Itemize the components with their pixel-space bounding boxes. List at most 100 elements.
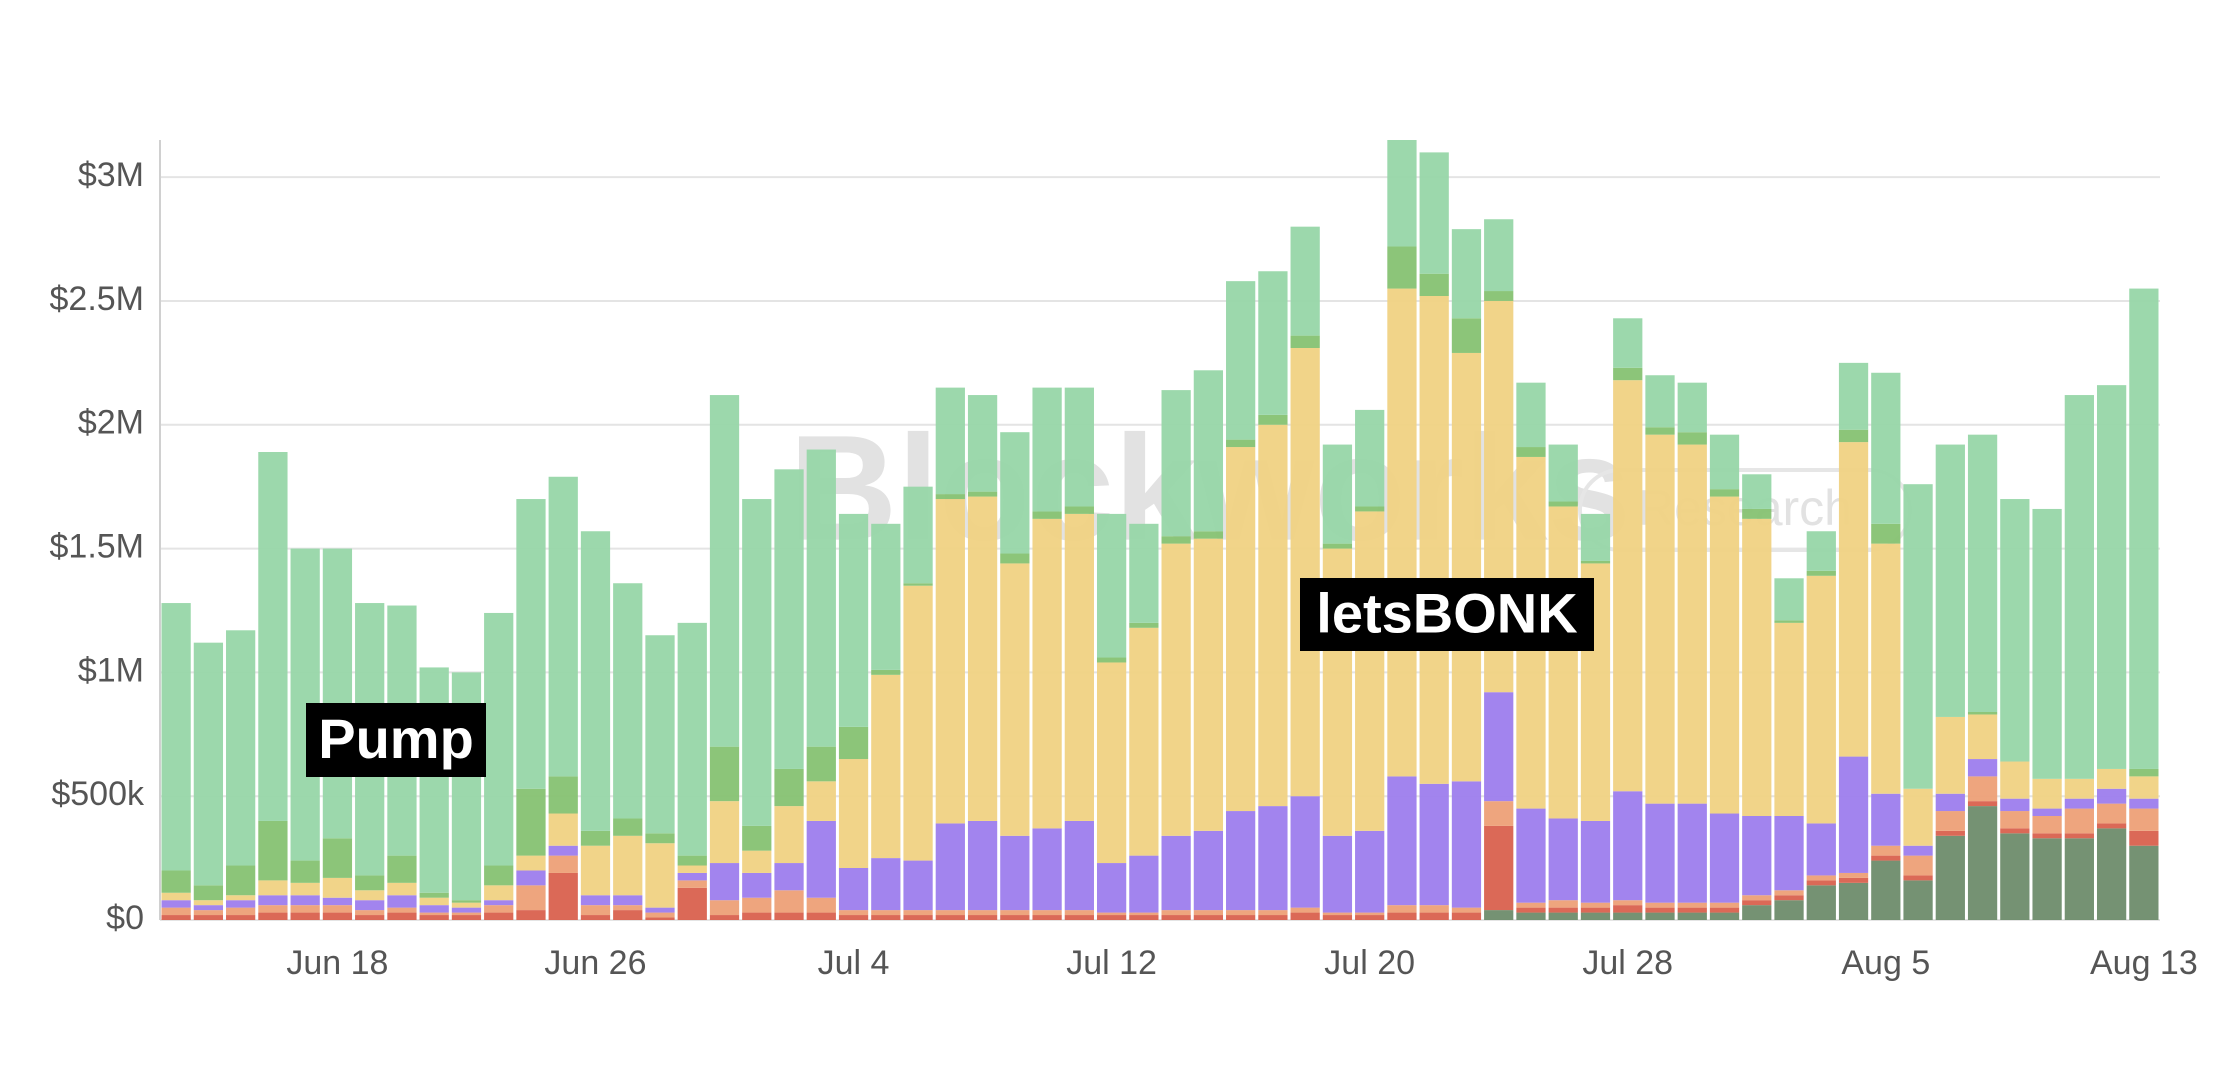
bar-segment xyxy=(1548,818,1578,901)
bar-segment xyxy=(742,912,772,920)
bar-segment xyxy=(1806,875,1836,881)
bar-segment xyxy=(1129,855,1159,913)
bar-segment xyxy=(1032,915,1062,920)
bar-segment xyxy=(2129,288,2159,769)
bar-segment xyxy=(1935,811,1965,831)
bar-segment xyxy=(1871,523,1901,544)
bar-segment xyxy=(387,912,417,920)
bar-segment xyxy=(1226,447,1256,812)
bar-segment xyxy=(935,387,965,495)
bar-segment xyxy=(1161,910,1191,916)
bar-segment xyxy=(258,880,288,896)
bar-segment xyxy=(1032,518,1062,829)
bar-segment xyxy=(1355,409,1385,507)
bar-segment xyxy=(871,674,901,859)
bar-segment xyxy=(1322,835,1353,913)
bar-segment xyxy=(1451,781,1482,908)
bar-segment xyxy=(1484,219,1514,292)
bar-segment xyxy=(742,850,772,873)
bar-segment xyxy=(419,892,449,898)
bar-segment xyxy=(1322,915,1353,920)
bar-segment xyxy=(806,449,836,747)
bar-segment xyxy=(806,746,836,782)
bar-segment xyxy=(1967,434,1998,712)
bar-segment xyxy=(1096,662,1127,864)
annotation-box xyxy=(1300,578,1594,651)
bar-segment xyxy=(419,915,449,920)
bar-segment xyxy=(838,726,869,760)
bar-segment xyxy=(1903,484,1933,789)
bar-segment xyxy=(322,838,353,878)
bar-segment xyxy=(742,825,772,851)
bar-segment xyxy=(1226,915,1256,920)
bar-segment xyxy=(516,885,546,911)
bar-segment xyxy=(1032,828,1062,911)
bar-segment xyxy=(2129,808,2159,831)
bar-segment xyxy=(774,890,804,913)
bar-segment xyxy=(516,788,546,856)
bar-segment xyxy=(1742,900,1772,906)
bar-segment xyxy=(967,496,998,821)
bar-segment xyxy=(1387,776,1417,906)
bar-segment xyxy=(1290,912,1320,920)
bar-segment xyxy=(1935,444,1965,717)
bar-segment xyxy=(258,895,288,906)
bar-segment xyxy=(451,900,482,903)
bar-segment xyxy=(387,882,417,896)
bar-segment xyxy=(1419,905,1449,913)
bar-segment xyxy=(290,895,320,906)
bar-segment xyxy=(1387,905,1417,913)
bar-segment xyxy=(580,531,611,831)
bar-segment xyxy=(2000,761,2030,799)
bar-segment xyxy=(1290,226,1320,336)
bar-segment xyxy=(1677,444,1707,804)
bar-segment xyxy=(709,900,740,916)
bar-segment xyxy=(2129,798,2159,809)
y-tick-label: $1M xyxy=(78,651,144,689)
bar-segment xyxy=(1193,915,1224,920)
bar-segment xyxy=(1709,912,1740,920)
bar-segment xyxy=(806,912,836,920)
bar-segment xyxy=(258,912,288,920)
bar-segment xyxy=(1580,560,1611,564)
bar-segment xyxy=(1774,816,1804,891)
x-tick-label: Jun 26 xyxy=(544,944,646,982)
bar-segment xyxy=(322,905,353,913)
bar-segment xyxy=(1903,875,1933,881)
bar-segment xyxy=(1677,907,1707,913)
bar-segment xyxy=(1806,885,1836,920)
bar-segment xyxy=(1838,362,1869,430)
bar-segment xyxy=(645,907,675,913)
bar-segment xyxy=(1806,823,1836,876)
bar-segment xyxy=(290,905,320,913)
bar-segment xyxy=(1322,543,1353,549)
bar-segment xyxy=(1096,513,1127,658)
bar-segment xyxy=(1645,434,1675,804)
bar-segment xyxy=(1000,553,1030,564)
bar-segment xyxy=(1129,627,1159,856)
bar-segment xyxy=(1742,816,1772,896)
bar-segment xyxy=(806,781,836,821)
bar-segment xyxy=(1903,855,1933,876)
bar-segment xyxy=(2064,838,2094,920)
bar-segment xyxy=(1871,793,1901,846)
bar-segment xyxy=(709,863,740,901)
bar-segment xyxy=(1806,570,1836,576)
bar-segment xyxy=(871,915,901,920)
bar-segment xyxy=(580,830,611,846)
bar-segment xyxy=(645,833,675,844)
bar-segment xyxy=(1516,907,1546,913)
bar-segment xyxy=(1290,348,1320,797)
bar-segment xyxy=(1967,776,1998,802)
bar-segment xyxy=(1451,907,1482,913)
y-tick-label: $2M xyxy=(78,404,144,442)
bar-segment xyxy=(2096,385,2127,769)
bar-segment xyxy=(1000,835,1030,911)
bar-segment xyxy=(193,915,224,920)
bar-segment xyxy=(484,885,514,901)
bar-segment xyxy=(1580,907,1611,913)
bar-segment xyxy=(1484,910,1514,920)
bar-segment xyxy=(1871,845,1901,856)
bar-segment xyxy=(226,865,256,896)
